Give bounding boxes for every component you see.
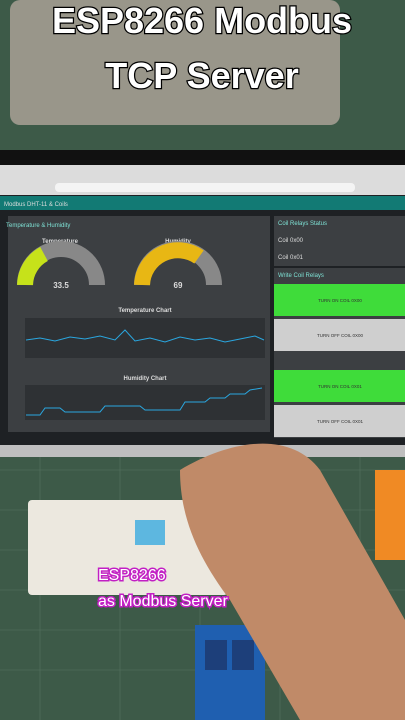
button[interactable] [274,284,405,316]
caption-line: as Modbus Server [98,593,229,610]
relay [232,640,254,670]
hand [180,443,405,720]
coil-label: Coil 0x01 [278,255,304,261]
button[interactable] [274,370,405,402]
chart-area [25,318,265,358]
button[interactable] [274,319,405,351]
temperature-line [25,329,265,343]
button[interactable] [274,405,405,437]
relay [205,640,227,670]
button-label[interactable]: TURN ON COIL 0X01 [318,384,362,389]
dht11-sensor [135,520,165,545]
coil-label: Coil 0x00 [278,238,304,244]
button-label[interactable]: TURN OFF COIL 0X01 [317,419,364,424]
title-line: ESP8266 Modbus [52,0,352,41]
caption-line: ESP8266 [98,567,166,584]
chart-title: Temperature Chart [118,308,171,314]
button-label[interactable]: TURN ON COIL 0X00 [318,298,362,303]
gauge-value: 69 [174,281,183,290]
header-bar [0,196,405,210]
panel-title: Coil Relays Status [278,221,327,227]
gauge-fill [134,242,204,286]
breadboard [28,500,228,595]
panel-title: Write Coil Relays [278,273,324,279]
gauge-value: 33.5 [53,281,69,290]
chart-title: Humidity Chart [123,376,166,382]
panel-title: Temperature & Humidity [6,223,70,229]
title-line: TCP Server [105,55,298,96]
button-label[interactable]: TURN OFF COIL 0X00 [317,333,364,338]
status-panel [274,216,405,266]
monitor-bezel [0,445,405,457]
orange-stand [375,470,405,560]
address-bar [55,183,355,192]
gauge-fill [17,246,49,286]
humidity-line [26,387,263,416]
chart-area [25,385,265,420]
header-title: Modbus DHT-11 & Coils [4,202,68,208]
plastic-box [10,0,340,125]
